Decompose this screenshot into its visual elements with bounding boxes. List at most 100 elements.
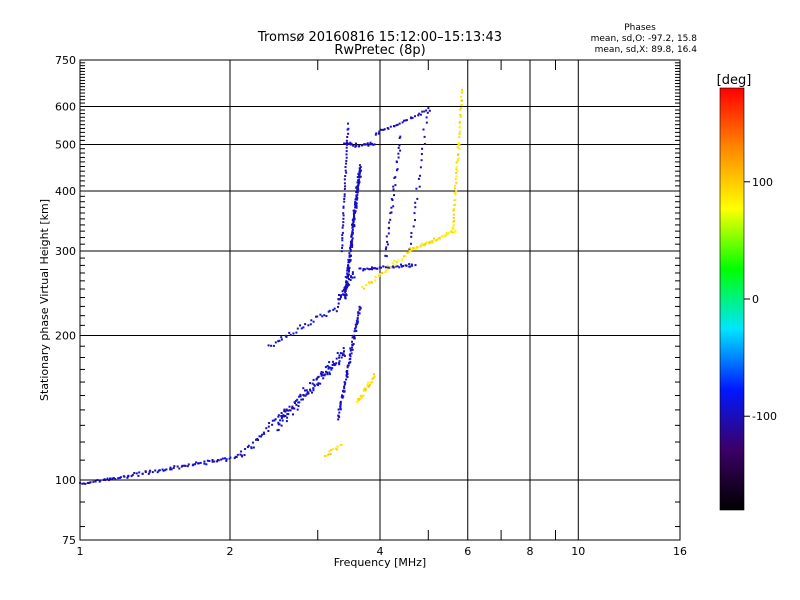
- data-point: [343, 200, 346, 203]
- data-point: [453, 231, 456, 234]
- data-point: [428, 109, 431, 112]
- data-point: [456, 169, 459, 172]
- colorbar-tick-label: -100: [752, 410, 777, 423]
- data-point: [163, 469, 166, 472]
- data-point: [326, 371, 329, 374]
- data-point: [395, 161, 398, 164]
- data-point: [406, 251, 408, 254]
- data-point: [199, 461, 202, 464]
- y-tick-label: 100: [55, 474, 76, 487]
- data-point: [277, 421, 280, 424]
- data-point: [211, 459, 214, 461]
- data-point: [459, 120, 462, 123]
- data-point: [347, 132, 350, 135]
- data-point: [262, 431, 265, 434]
- data-point: [351, 230, 354, 233]
- data-point: [328, 373, 331, 376]
- data-point: [347, 270, 350, 273]
- data-point: [328, 371, 331, 374]
- data-point: [341, 239, 344, 242]
- data-point: [352, 144, 355, 147]
- data-point: [356, 317, 359, 319]
- data-point: [337, 414, 340, 417]
- data-point: [296, 408, 299, 411]
- data-point: [460, 115, 462, 118]
- data-point: [283, 408, 286, 411]
- data-point: [339, 400, 342, 403]
- data-point: [357, 186, 359, 188]
- data-point: [458, 143, 461, 146]
- data-point: [283, 415, 285, 418]
- data-point: [332, 308, 335, 311]
- data-point: [416, 246, 419, 249]
- data-point: [335, 357, 338, 360]
- data-point: [133, 472, 136, 474]
- data-point: [252, 441, 254, 444]
- data-point: [338, 416, 341, 419]
- data-point: [349, 279, 352, 281]
- data-point: [141, 472, 144, 475]
- data-point: [352, 334, 355, 337]
- data-point: [280, 336, 283, 339]
- data-point: [354, 327, 357, 330]
- data-point: [158, 469, 161, 472]
- data-point: [388, 221, 391, 224]
- data-point: [327, 366, 330, 368]
- data-point: [384, 271, 387, 274]
- data-point: [346, 276, 349, 279]
- data-point: [366, 267, 369, 270]
- data-point: [126, 476, 129, 479]
- data-point: [398, 266, 401, 269]
- data-point: [356, 181, 359, 184]
- colorbar-ticks: 100 0 -100: [744, 176, 777, 423]
- data-point: [457, 157, 460, 160]
- data-point: [283, 410, 286, 412]
- data-point: [453, 203, 456, 206]
- data-point: [313, 383, 316, 386]
- data-point: [384, 266, 387, 269]
- data-point: [357, 311, 360, 314]
- data-point: [352, 220, 355, 223]
- data-point: [345, 378, 348, 381]
- data-point: [351, 231, 354, 234]
- data-point: [296, 398, 299, 401]
- data-point: [351, 336, 354, 339]
- data-point: [455, 166, 458, 169]
- data-point: [358, 305, 361, 308]
- data-point: [342, 217, 345, 220]
- data-point: [198, 462, 200, 465]
- data-point: [270, 344, 273, 347]
- data-point: [390, 211, 393, 214]
- data-point: [272, 344, 275, 347]
- data-point: [405, 264, 408, 267]
- data-point: [347, 127, 350, 130]
- data-point: [127, 475, 129, 478]
- data-point: [343, 287, 346, 290]
- data-point: [342, 214, 345, 217]
- data-point: [345, 156, 348, 159]
- data-point: [349, 357, 352, 360]
- data-point: [395, 124, 398, 127]
- data-point: [285, 409, 288, 412]
- data-point: [378, 266, 381, 269]
- data-point: [393, 194, 395, 197]
- data-point: [369, 143, 372, 146]
- data-point: [344, 142, 347, 145]
- data-point: [350, 348, 353, 351]
- data-point: [400, 265, 403, 268]
- data-point: [419, 245, 422, 248]
- data-point: [351, 223, 353, 226]
- data-point: [267, 425, 270, 428]
- chart-title: Tromsø 20160816 15:12:00–15:13:43: [257, 30, 502, 45]
- data-point: [380, 266, 382, 269]
- data-point: [359, 167, 361, 170]
- data-point: [344, 175, 347, 177]
- data-point: [395, 169, 398, 172]
- data-point: [250, 446, 253, 449]
- data-point: [392, 266, 395, 269]
- data-point: [324, 373, 327, 376]
- data-point: [350, 235, 353, 238]
- data-point: [178, 467, 181, 470]
- data-point: [458, 136, 461, 139]
- data-point: [334, 447, 337, 450]
